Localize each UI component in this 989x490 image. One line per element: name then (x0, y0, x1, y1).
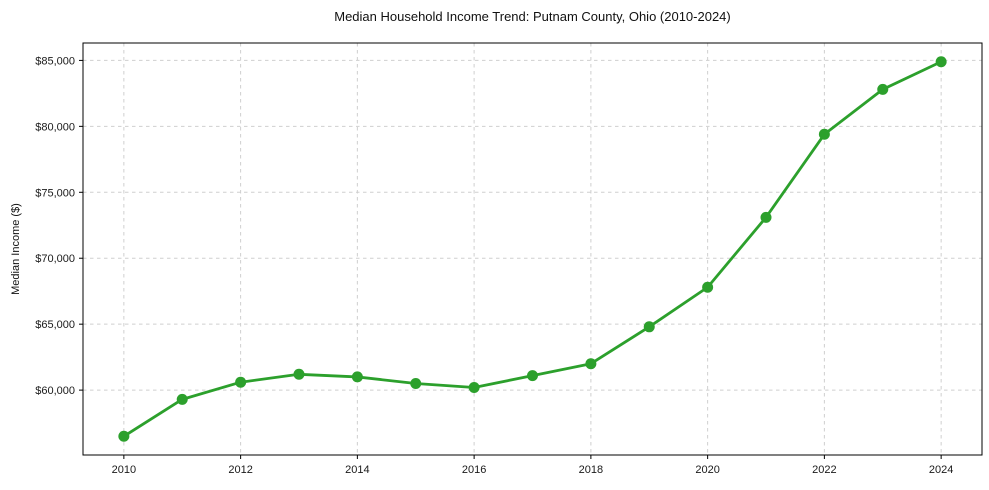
x-tick-label: 2022 (812, 464, 836, 476)
chart-title: Median Household Income Trend: Putnam Co… (334, 9, 731, 24)
data-point-marker (410, 378, 422, 390)
y-tick-label: $70,000 (35, 253, 75, 265)
data-point-marker (818, 128, 830, 140)
x-tick-label: 2018 (579, 464, 603, 476)
x-tick-label: 2016 (462, 464, 486, 476)
y-tick-label: $85,000 (35, 55, 75, 67)
x-tick-label: 2010 (112, 464, 136, 476)
data-point-marker (702, 281, 714, 293)
y-tick-label: $80,000 (35, 121, 75, 133)
data-point-marker (527, 370, 538, 382)
data-point-marker (877, 83, 889, 95)
data-point-marker (293, 368, 305, 380)
data-point-marker (643, 321, 655, 333)
x-tick-label: 2020 (695, 464, 719, 476)
data-point-marker (760, 211, 772, 223)
x-tick-label: 2012 (228, 464, 252, 476)
data-point-marker (585, 358, 597, 370)
data-point-marker (176, 393, 188, 405)
data-point-marker (468, 381, 480, 393)
data-point-marker (118, 430, 130, 442)
data-point-marker (235, 376, 247, 388)
plot-frame (82, 42, 983, 456)
data-point-marker (351, 371, 363, 383)
data-point-marker (935, 56, 947, 68)
x-tick-label: 2014 (345, 464, 369, 476)
x-tick-label: 2024 (929, 464, 953, 476)
y-tick-label: $75,000 (35, 187, 75, 199)
y-tick-label: $60,000 (35, 385, 75, 397)
y-tick-label: $65,000 (35, 319, 75, 331)
